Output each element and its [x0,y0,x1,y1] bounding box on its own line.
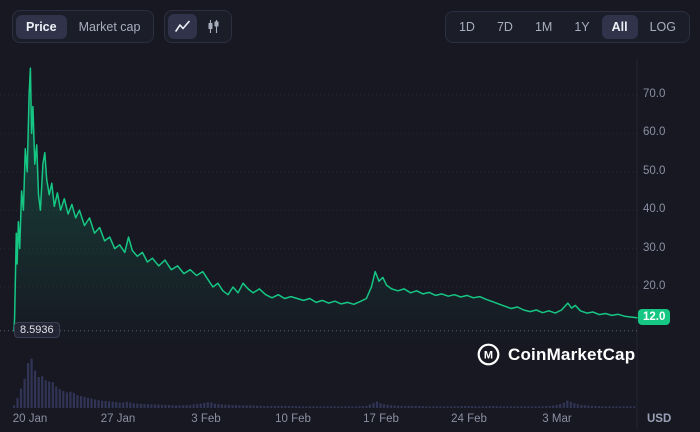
x-axis-label: 3 Feb [191,413,221,425]
metric-toggle-group: Price Market cap [12,10,155,43]
watermark-text: CoinMarketCap [508,344,636,364]
time-range-group: 1D 7D 1M 1Y All LOG [444,10,690,43]
y-axis-label: 40.0 [643,203,666,215]
y-axis-label: 50.0 [643,165,666,177]
coinmarketcap-logo-icon: M [477,343,500,366]
range-button-7d[interactable]: 7D [487,15,523,39]
y-axis-label: 30.0 [643,242,666,254]
currency-label: USD [647,413,672,425]
watermark: M CoinMarketCap [477,343,635,366]
low-price-badge: 8.5936 [14,322,60,338]
x-axis-label: 20 Jan [12,413,48,425]
x-axis-label: 27 Jan [100,413,136,425]
y-axis-label: 20.0 [643,280,666,292]
range-button-log[interactable]: LOG [640,15,686,39]
y-axis-label: 70.0 [643,88,666,100]
x-axis-label: 24 Feb [451,413,487,425]
x-axis-label: 3 Mar [542,413,572,425]
line-chart-icon [175,19,191,34]
svg-text:M: M [484,350,493,362]
line-chart-button[interactable] [168,14,198,39]
x-axis-label: 17 Feb [363,413,399,425]
x-axis-label: 10 Feb [275,413,311,425]
candlestick-chart-button[interactable] [199,14,228,39]
candlestick-icon [206,19,221,34]
y-axis-label: 60.0 [643,126,666,138]
current-price-badge: 12.0 [638,309,671,325]
price-tab[interactable]: Price [16,14,67,39]
market-cap-tab[interactable]: Market cap [69,15,151,39]
range-button-1m[interactable]: 1M [525,15,562,39]
range-button-1d[interactable]: 1D [449,15,485,39]
toolbar-left: Price Market cap [12,10,233,43]
range-button-all[interactable]: All [601,14,638,39]
chart-type-group [164,10,233,43]
range-button-1y[interactable]: 1Y [564,15,599,39]
chart-toolbar: Price Market cap [12,10,690,43]
